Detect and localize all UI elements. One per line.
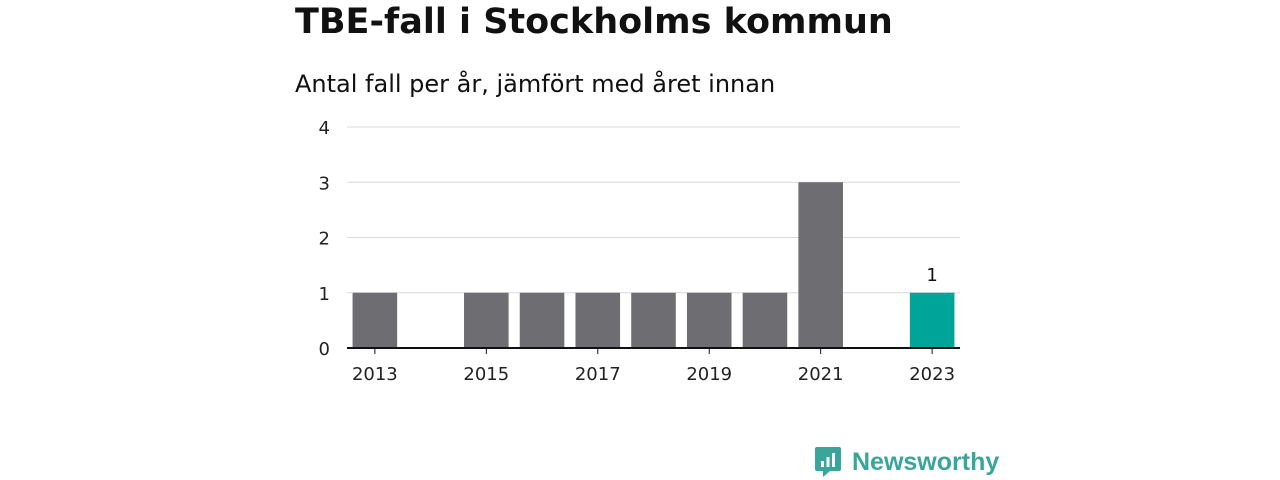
chart-subtitle: Antal fall per år, jämfört med året inna… — [295, 70, 776, 98]
y-tick-label: 1 — [319, 284, 330, 305]
x-tick-label: 2017 — [575, 364, 621, 385]
x-tick-label: 2023 — [909, 364, 955, 385]
chart-title: TBE-fall i Stockholms kommun — [295, 2, 893, 42]
x-tick-label: 2013 — [352, 364, 398, 385]
bar-2017 — [575, 292, 621, 348]
bar-2023 — [909, 292, 955, 348]
data-label: 1 — [926, 265, 937, 286]
bar-2013 — [352, 292, 398, 348]
newsworthy-logo-icon — [815, 447, 841, 477]
y-tick-label: 4 — [319, 118, 330, 139]
bar-2021 — [798, 182, 843, 348]
newsworthy-brand: Newsworthy — [814, 446, 999, 478]
y-tick-label: 0 — [319, 339, 330, 360]
y-tick-label: 2 — [319, 229, 330, 250]
x-tick-label: 2021 — [798, 364, 844, 385]
bar-2019 — [686, 292, 732, 348]
bar-2016 — [519, 292, 565, 348]
bar-2020 — [742, 292, 788, 348]
bar-2018 — [631, 292, 676, 348]
brand-name: Newsworthy — [852, 447, 1000, 476]
x-tick-label: 2015 — [463, 364, 509, 385]
y-tick-label: 3 — [319, 173, 330, 194]
bar-2015 — [464, 292, 509, 348]
x-tick-label: 2019 — [686, 364, 732, 385]
